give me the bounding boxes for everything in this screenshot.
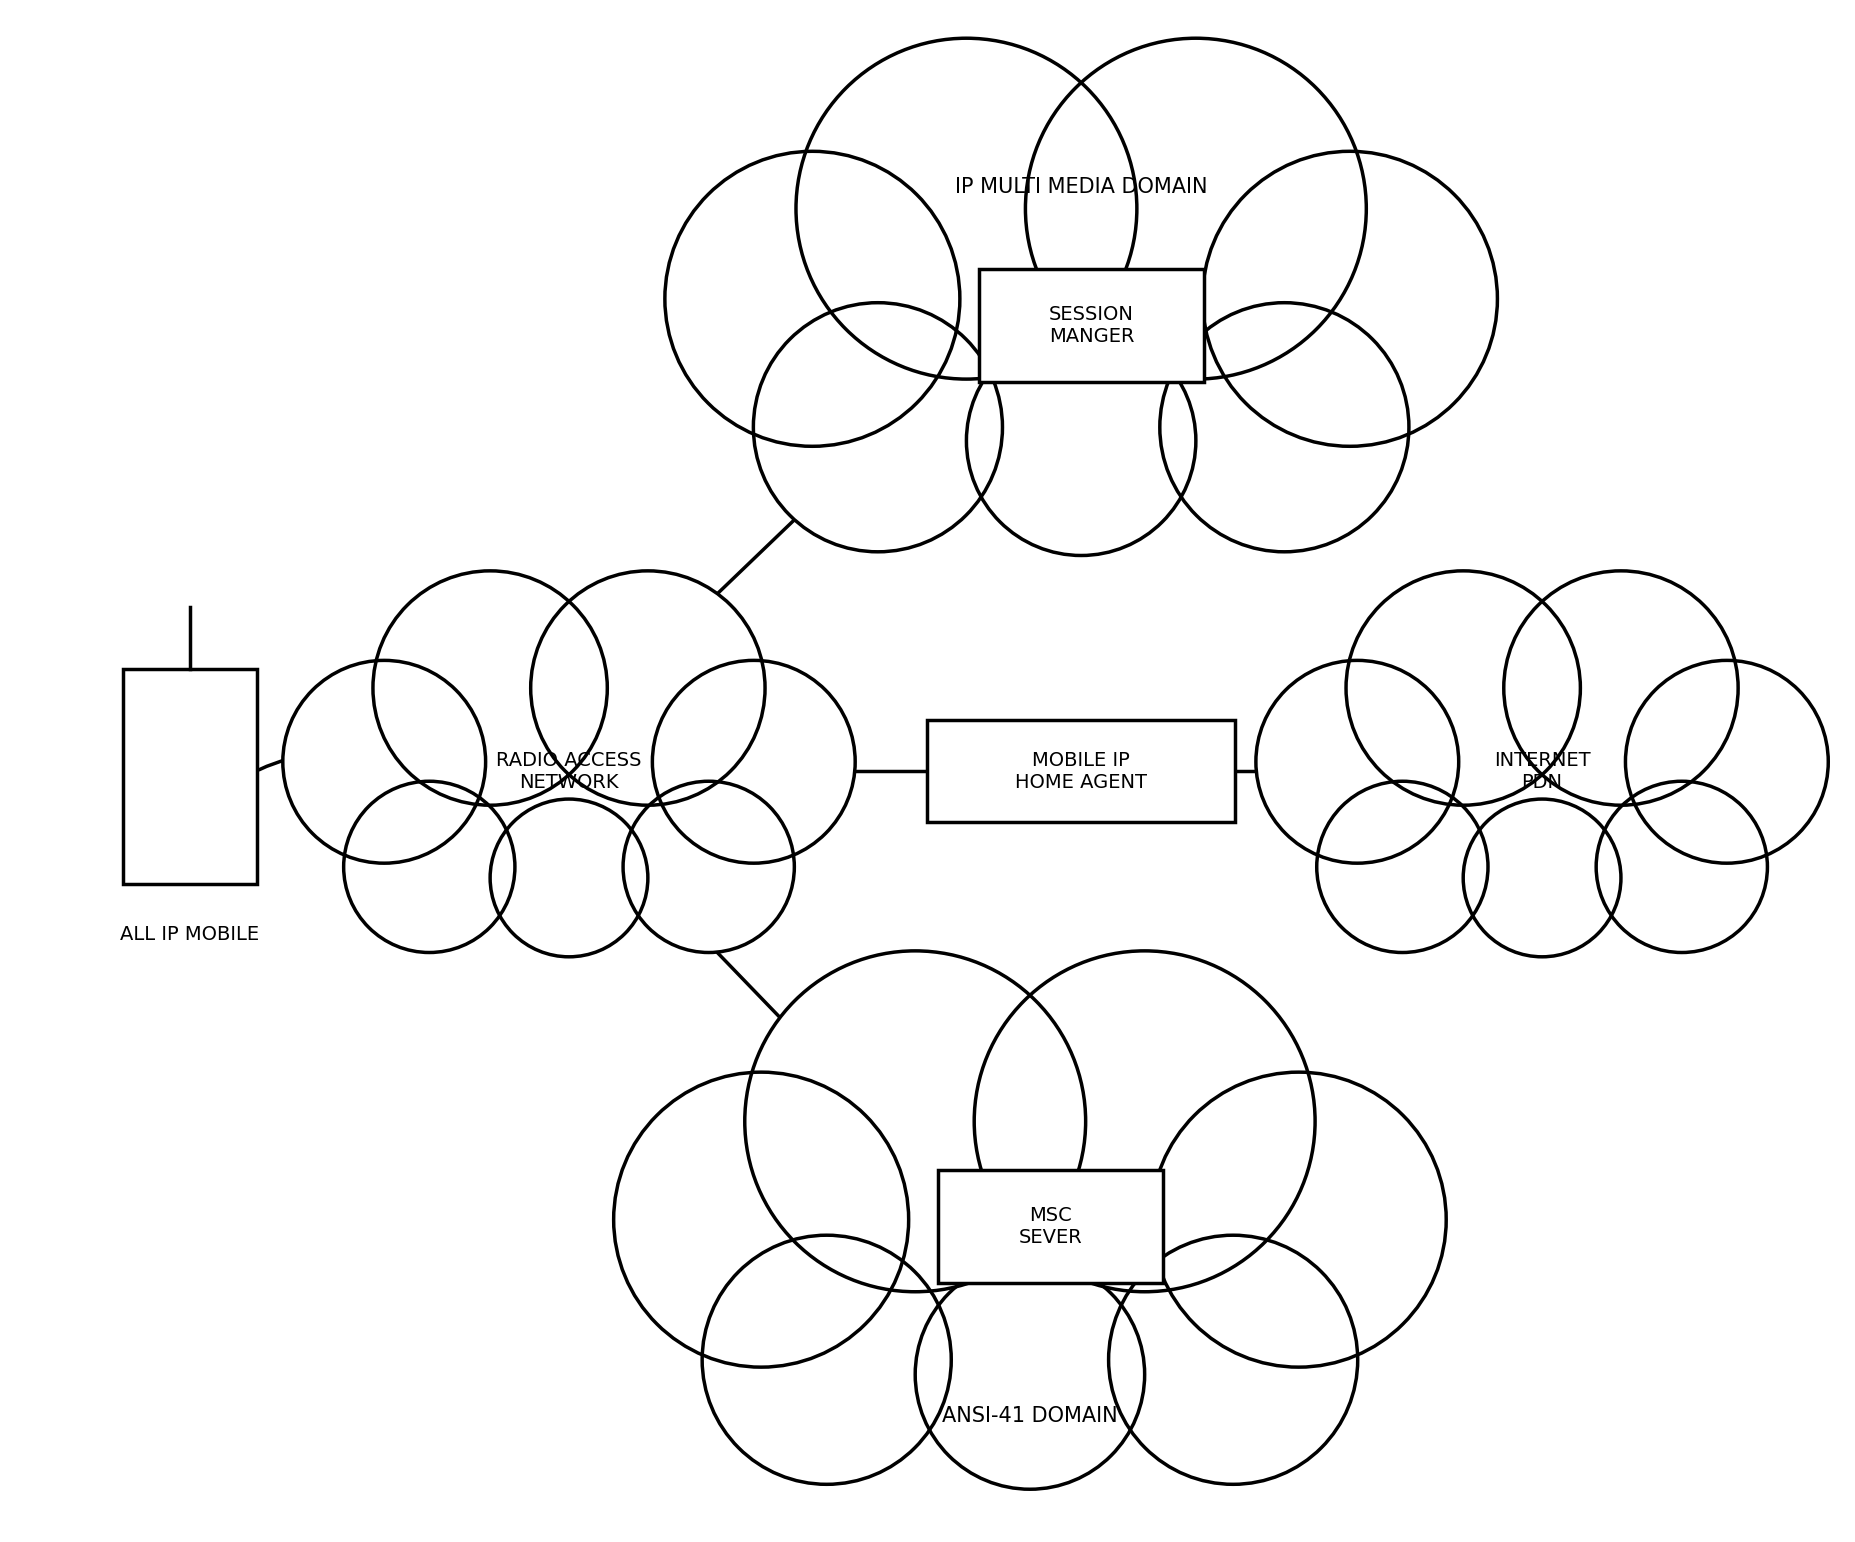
Circle shape — [1256, 660, 1458, 864]
Circle shape — [796, 39, 1137, 379]
Text: ANSI-41 DOMAIN: ANSI-41 DOMAIN — [942, 1406, 1119, 1426]
Text: INTERNET
PDN: INTERNET PDN — [1493, 751, 1590, 791]
Circle shape — [1625, 660, 1829, 864]
Circle shape — [1464, 799, 1621, 956]
Circle shape — [1109, 1235, 1358, 1485]
Circle shape — [664, 151, 959, 446]
Circle shape — [614, 1072, 909, 1368]
Circle shape — [1504, 571, 1738, 805]
Text: SESSION
MANGER: SESSION MANGER — [1048, 305, 1133, 345]
Circle shape — [373, 571, 607, 805]
Text: MOBILE IP
HOME AGENT: MOBILE IP HOME AGENT — [1015, 751, 1146, 791]
FancyBboxPatch shape — [979, 270, 1204, 382]
Circle shape — [885, 114, 1278, 507]
Circle shape — [1317, 782, 1488, 953]
Text: IP MULTI MEDIA DOMAIN: IP MULTI MEDIA DOMAIN — [955, 177, 1208, 197]
Circle shape — [531, 571, 764, 805]
Text: RADIO ACCESS
NETWORK: RADIO ACCESS NETWORK — [497, 751, 642, 791]
Circle shape — [744, 951, 1085, 1292]
Circle shape — [1159, 302, 1410, 552]
Circle shape — [1347, 571, 1580, 805]
Circle shape — [434, 635, 705, 907]
Circle shape — [966, 325, 1196, 555]
FancyBboxPatch shape — [124, 669, 256, 884]
Text: ALL IP MOBILE: ALL IP MOBILE — [121, 925, 260, 944]
Circle shape — [343, 782, 516, 953]
Circle shape — [1202, 151, 1497, 446]
Circle shape — [1595, 782, 1768, 953]
Circle shape — [833, 1035, 1226, 1428]
Circle shape — [1026, 39, 1367, 379]
Circle shape — [623, 782, 794, 953]
Circle shape — [1152, 1072, 1447, 1368]
Circle shape — [915, 1260, 1145, 1490]
FancyBboxPatch shape — [928, 720, 1235, 822]
Text: MSC
SEVER: MSC SEVER — [1018, 1206, 1081, 1247]
Circle shape — [1406, 635, 1677, 907]
Circle shape — [490, 799, 647, 956]
Circle shape — [974, 951, 1315, 1292]
FancyBboxPatch shape — [939, 1170, 1163, 1283]
Circle shape — [753, 302, 1002, 552]
Circle shape — [282, 660, 486, 864]
Circle shape — [653, 660, 855, 864]
Circle shape — [703, 1235, 952, 1485]
